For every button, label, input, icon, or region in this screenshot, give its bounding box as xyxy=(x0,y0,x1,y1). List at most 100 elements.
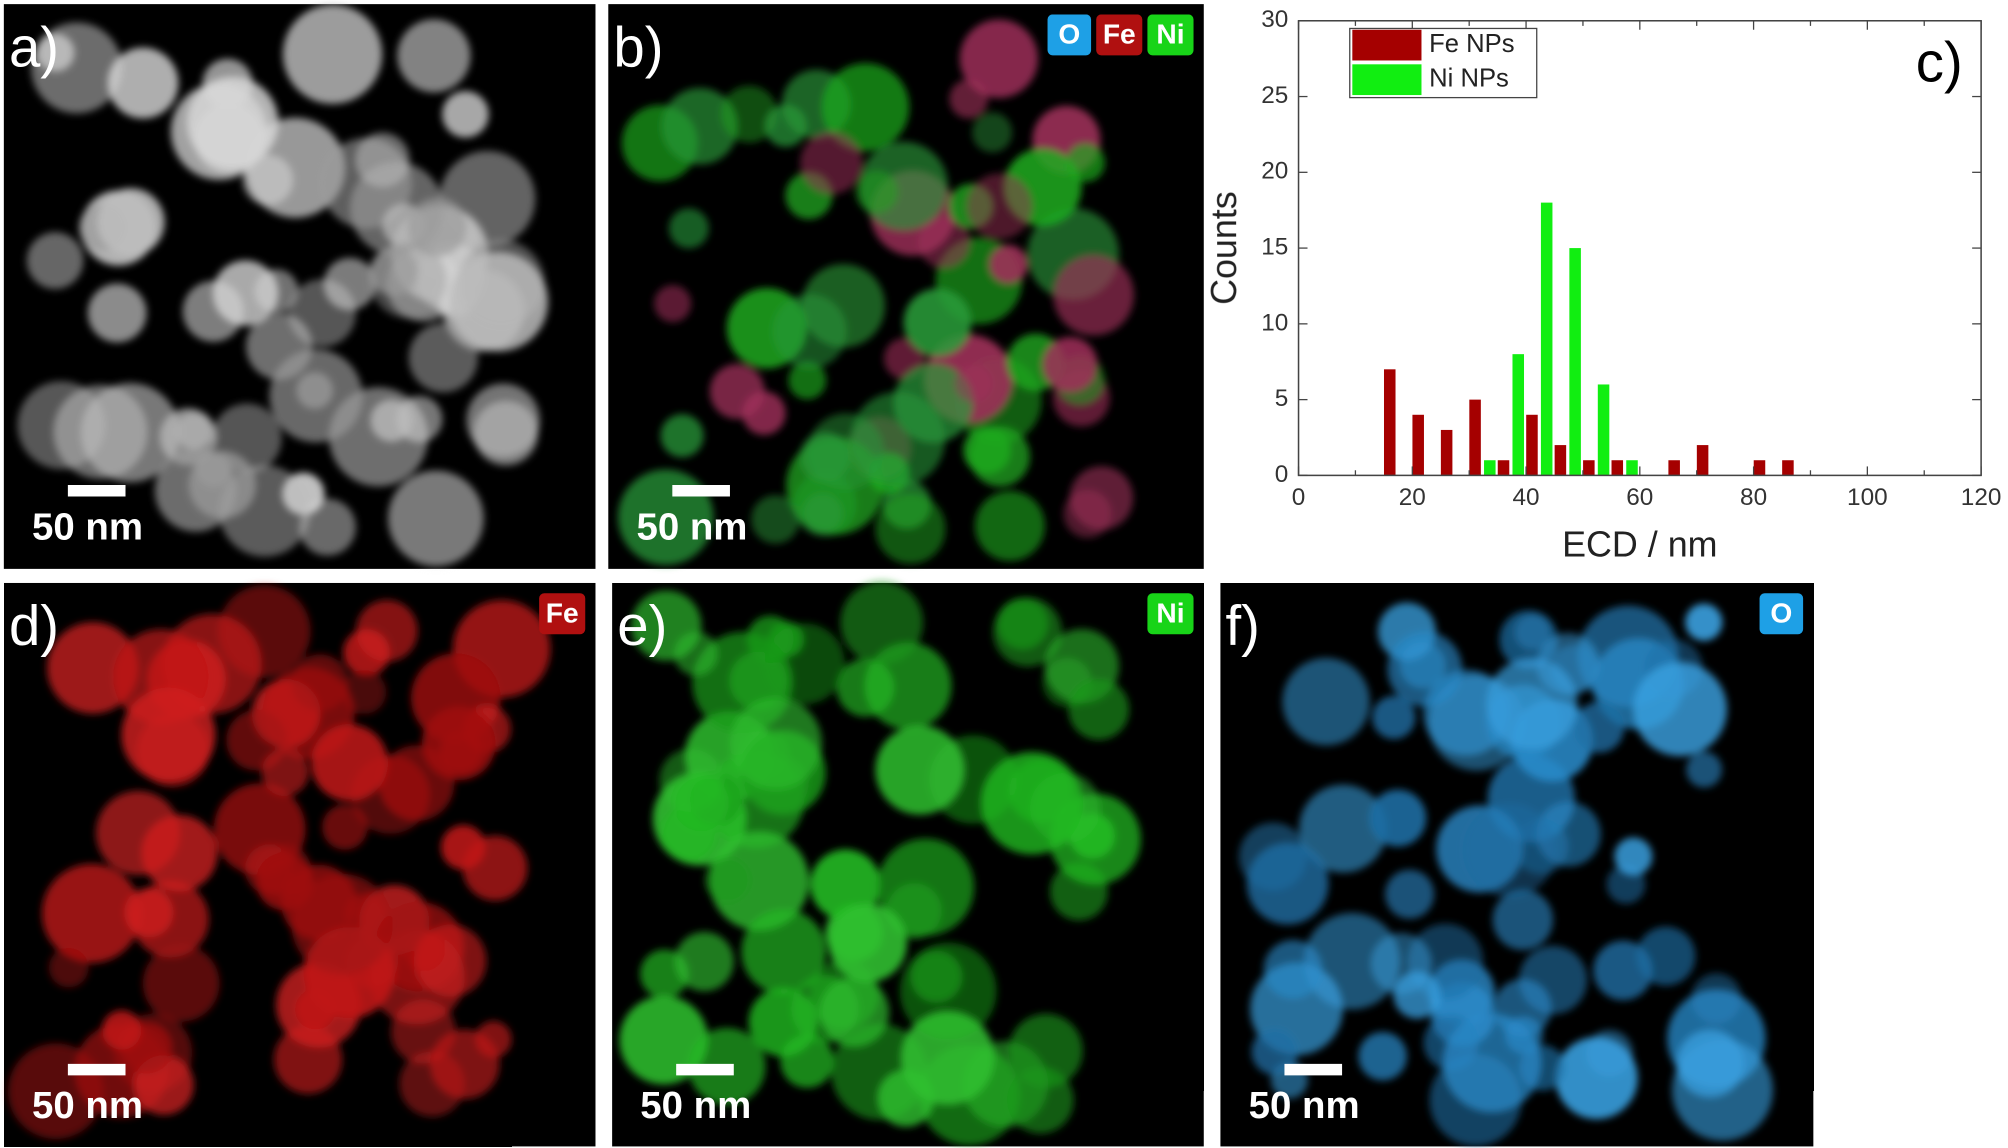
element-badge-label: Ni xyxy=(1156,596,1184,628)
particle xyxy=(212,260,279,326)
particle xyxy=(720,85,778,143)
bar xyxy=(1484,460,1496,476)
particle xyxy=(1573,702,1625,753)
panel-label: f) xyxy=(1226,594,1260,657)
particle xyxy=(322,804,368,850)
particle xyxy=(709,364,765,419)
bar xyxy=(1569,248,1581,476)
particle xyxy=(748,987,818,1057)
particle xyxy=(355,132,410,188)
particle xyxy=(654,285,692,323)
x-tick-label: 0 xyxy=(1292,484,1306,511)
particle xyxy=(966,173,1033,240)
particle xyxy=(917,216,971,269)
histogram: 0 20 40 60 80 100 120 0 5 10 15 20 25 30 ECD / nm Count… xyxy=(1204,6,2001,564)
particle xyxy=(429,1029,500,1099)
particle xyxy=(661,87,738,165)
y-tick-label: 15 xyxy=(1261,234,1288,261)
bar xyxy=(1412,414,1424,476)
particle xyxy=(1068,679,1130,740)
particle xyxy=(903,288,972,357)
y-tick-label: 5 xyxy=(1275,385,1289,412)
particle xyxy=(800,131,863,195)
particle xyxy=(674,931,734,992)
particle xyxy=(980,752,1084,855)
particle xyxy=(1585,1029,1634,1078)
particle xyxy=(397,19,471,93)
particle xyxy=(1008,1013,1083,1088)
particle xyxy=(421,706,496,781)
particle xyxy=(26,232,84,289)
particle xyxy=(875,493,946,564)
particle xyxy=(972,112,1013,153)
particle xyxy=(291,873,393,975)
particle xyxy=(959,19,1039,98)
micrograph: b) 50 nm Ni Fe O xyxy=(608,4,1204,569)
element-badge-label: Fe xyxy=(1103,18,1136,50)
panel-label: a) xyxy=(9,15,59,78)
bar xyxy=(1526,414,1538,476)
particle xyxy=(408,323,478,393)
particle xyxy=(619,995,709,1085)
particle xyxy=(1385,869,1435,919)
element-badge xyxy=(1147,593,1194,635)
particle xyxy=(1246,842,1329,925)
scale-bar-label: 50 nm xyxy=(32,505,143,548)
legend-label: Ni NPs xyxy=(1429,64,1509,92)
micrograph: a) 50 nm xyxy=(3,4,596,569)
particle xyxy=(17,381,106,470)
particle xyxy=(1593,940,1653,1001)
bar xyxy=(1583,460,1595,476)
particle xyxy=(1387,631,1463,707)
y-tick-label: 30 xyxy=(1261,6,1288,33)
bar xyxy=(1469,399,1481,476)
x-tick-label: 60 xyxy=(1626,484,1653,511)
particle xyxy=(1393,971,1441,1019)
x-tick-label: 100 xyxy=(1847,484,1888,511)
particle xyxy=(741,909,827,994)
element-badge xyxy=(539,593,586,635)
panel-label: c) xyxy=(1916,31,1963,94)
particle xyxy=(462,835,528,901)
particle xyxy=(668,208,709,249)
particle xyxy=(256,853,314,911)
particle xyxy=(1671,1039,1773,1141)
particle xyxy=(810,849,881,920)
particle xyxy=(1633,662,1727,757)
particle xyxy=(274,1025,343,1094)
panel-label: d) xyxy=(9,594,59,657)
element-badge xyxy=(1047,14,1092,56)
particle xyxy=(87,283,147,343)
particle xyxy=(323,257,376,311)
particle xyxy=(709,831,810,931)
scale-bar-label: 50 nm xyxy=(1249,1084,1360,1127)
particles xyxy=(1238,602,1773,1147)
particle xyxy=(342,670,387,715)
particle xyxy=(1069,466,1134,530)
particle xyxy=(802,492,843,534)
particle xyxy=(1066,143,1105,182)
x-tick-label: 40 xyxy=(1513,484,1540,511)
particle xyxy=(41,863,141,963)
particle xyxy=(674,631,718,676)
particle xyxy=(996,598,1049,650)
particle xyxy=(969,426,1030,487)
particle xyxy=(954,364,994,403)
particle xyxy=(466,383,540,458)
particle xyxy=(974,490,1045,561)
particle xyxy=(1251,1028,1298,1075)
particle xyxy=(1303,912,1401,1010)
bar xyxy=(1668,460,1680,476)
particles xyxy=(619,581,1141,1146)
particle xyxy=(101,1010,142,1050)
particle xyxy=(1685,603,1723,641)
particle xyxy=(299,498,356,556)
particle xyxy=(36,33,75,72)
particle xyxy=(1007,1066,1074,1134)
y-tick-label: 0 xyxy=(1275,461,1289,488)
particle xyxy=(1536,632,1600,696)
bar xyxy=(1611,460,1624,476)
particle xyxy=(1369,789,1427,847)
particle xyxy=(95,790,181,876)
